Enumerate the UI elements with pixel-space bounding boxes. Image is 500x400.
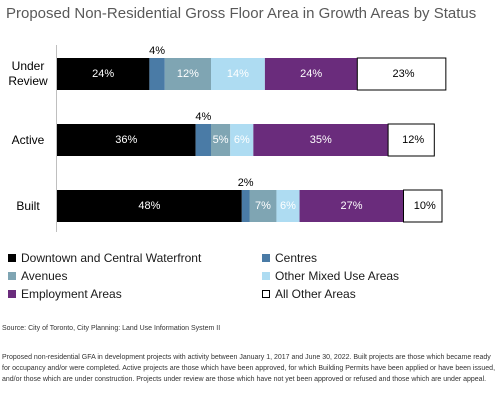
category-label-active: Active bbox=[12, 133, 45, 147]
bar-built-centres bbox=[241, 190, 250, 222]
bar-built-downtown-and-central-waterfront bbox=[57, 190, 242, 222]
legend-item-centres: Centres bbox=[262, 251, 317, 265]
bar-active-other-mixed-use-areas bbox=[230, 124, 254, 156]
data-label-under-review-centres: 4% bbox=[149, 45, 165, 57]
legend-item-avenues: Avenues bbox=[8, 269, 67, 283]
category-label-built: Built bbox=[16, 199, 40, 213]
category-label-under-review-line2: Review bbox=[8, 74, 48, 88]
bar-under-review-avenues bbox=[164, 58, 211, 90]
stacked-bar-chart: 24%4%12% 14% 24% 23%36%4%5% 6% 35% 12%48%2%7% 6… bbox=[8, 45, 447, 232]
chart-title: Proposed Non-Residential Gross Floor Are… bbox=[6, 5, 477, 22]
data-label-active-employment-areas: 35% bbox=[310, 134, 332, 146]
legend-swatch-avenues bbox=[8, 272, 16, 280]
bar-under-review-other-mixed-use-areas bbox=[211, 58, 265, 90]
data-label-built-avenues: 7% bbox=[255, 200, 271, 212]
bar-built-all-other-areas bbox=[403, 189, 443, 223]
data-label-active-centres: 4% bbox=[195, 111, 211, 123]
bar-built-other-mixed-use-areas bbox=[276, 190, 300, 222]
bar-active-centres bbox=[195, 124, 211, 156]
legend-label-avenues: Avenues bbox=[21, 269, 68, 283]
data-label-active-downtown-and-central-waterfront: 36% bbox=[115, 134, 137, 146]
data-label-under-review-other-mixed-use-areas: 14% bbox=[227, 68, 249, 80]
legend-swatch-centres bbox=[262, 254, 270, 262]
data-label-built-employment-areas: 27% bbox=[341, 200, 363, 212]
legend-swatch-employment bbox=[8, 290, 16, 298]
data-label-under-review-all-other-areas: 23% bbox=[393, 68, 415, 80]
data-label-built-downtown-and-central-waterfront: 48% bbox=[138, 200, 160, 212]
legend-item-all-other: All Other Areas bbox=[262, 287, 356, 301]
legend-swatch-all-other bbox=[262, 290, 270, 298]
bar-built-employment-areas bbox=[299, 190, 404, 222]
legend-label-centres: Centres bbox=[275, 251, 318, 265]
bar-active-employment-areas bbox=[253, 124, 389, 156]
legend-item-other-mixed-use: Other Mixed Use Areas bbox=[262, 269, 399, 283]
legend-label-other-mixed-use: Other Mixed Use Areas bbox=[275, 269, 400, 283]
data-label-built-other-mixed-use-areas: 6% bbox=[280, 200, 296, 212]
legend-label-employment: Employment Areas bbox=[21, 287, 122, 301]
data-label-active-avenues: 5% bbox=[213, 134, 229, 146]
data-label-under-review-downtown-and-central-waterfront: 24% bbox=[92, 68, 114, 80]
bar-under-review-all-other-areas bbox=[356, 57, 447, 91]
source-note: Source: City of Toronto, City Planning: … bbox=[2, 325, 221, 332]
category-label-under-review-line1: Under bbox=[12, 59, 45, 73]
data-label-built-all-other-areas: 10% bbox=[414, 200, 436, 212]
data-label-active-other-mixed-use-areas: 6% bbox=[234, 134, 250, 146]
bars-layer: 24%4%12% 14% 24% 23%36%4%5% 6% 35% 12%48%2%7% 6… bbox=[57, 45, 447, 223]
legend-item-employment: Employment Areas bbox=[8, 287, 122, 301]
bar-active-downtown-and-central-waterfront bbox=[57, 124, 196, 156]
bar-active-all-other-areas bbox=[387, 123, 435, 157]
data-label-built-centres: 2% bbox=[238, 177, 254, 189]
bar-active-avenues bbox=[211, 124, 231, 156]
data-label-under-review-avenues: 12% bbox=[177, 68, 199, 80]
legend-swatch-other-mixed-use bbox=[262, 272, 270, 280]
bar-built-avenues bbox=[249, 190, 277, 222]
bar-under-review-downtown-and-central-waterfront bbox=[57, 58, 150, 90]
legend-label-downtown: Downtown and Central Waterfront bbox=[21, 251, 202, 265]
legend-label-all-other: All Other Areas bbox=[275, 287, 356, 301]
legend-swatch-downtown bbox=[8, 254, 16, 262]
legend-item-downtown: Downtown and Central Waterfront bbox=[8, 251, 201, 265]
data-label-under-review-employment-areas: 24% bbox=[300, 68, 322, 80]
bar-under-review-centres bbox=[149, 58, 165, 90]
bar-under-review-employment-areas bbox=[264, 58, 358, 90]
footnote: Proposed non-residential GFA in developm… bbox=[2, 354, 496, 383]
data-label-active-all-other-areas: 12% bbox=[402, 134, 424, 146]
